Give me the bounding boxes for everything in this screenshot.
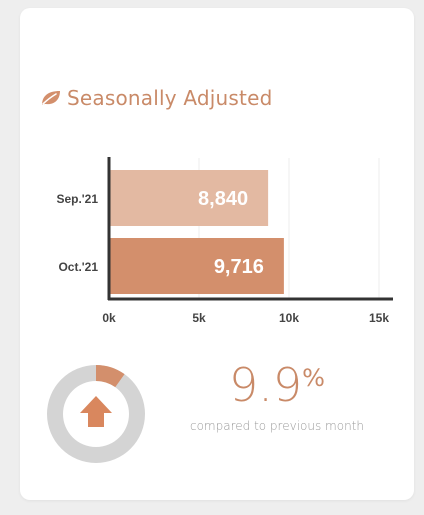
widget-title: Seasonally Adjusted (67, 86, 273, 110)
change-value: 9.9% (180, 362, 374, 408)
change-caption: compared to previous month (189, 419, 364, 433)
bar-value-label: 8,840 (198, 188, 248, 210)
y-category-label: Sep.'21 (56, 192, 98, 206)
x-tick-label: 15k (369, 311, 389, 325)
x-tick-label: 5k (192, 311, 206, 325)
x-tick-label: 0k (102, 311, 116, 325)
change-number: 9.9 (229, 358, 303, 412)
change-unit: % (302, 364, 325, 392)
arrow-up-icon (80, 396, 112, 427)
gauge-fill (96, 365, 125, 388)
gauge-track (47, 365, 145, 463)
leaf-icon (39, 87, 63, 109)
x-tick-label: 10k (279, 311, 299, 325)
y-category-label: Oct.'21 (58, 260, 98, 274)
widget-header: Seasonally Adjusted (39, 86, 272, 110)
bar (109, 238, 284, 294)
bar-value-label: 9,716 (214, 256, 264, 278)
bar (109, 170, 269, 226)
